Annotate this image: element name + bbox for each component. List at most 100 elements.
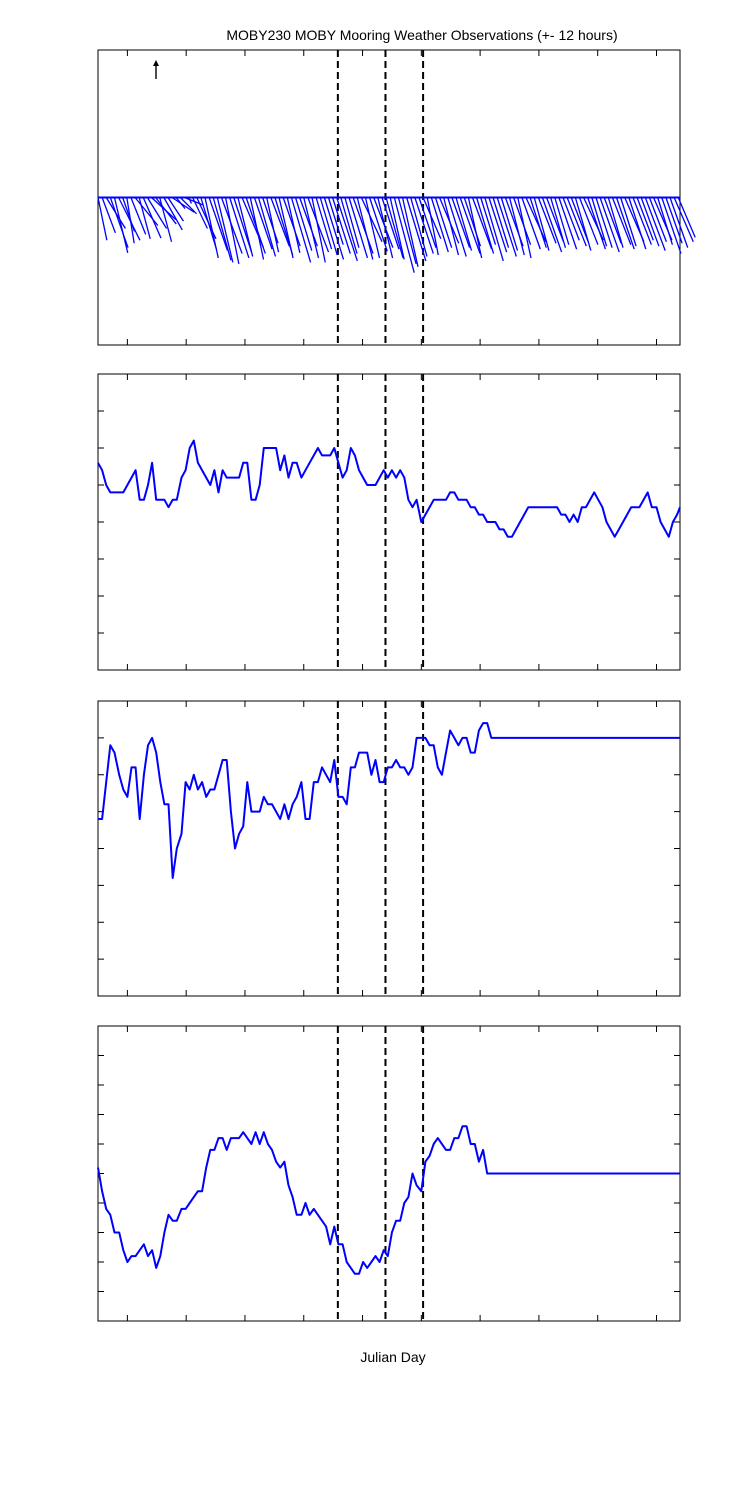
wind-vector (146, 197, 168, 229)
wind-vector (311, 197, 326, 263)
wind-vector (541, 197, 563, 253)
wind-vector (401, 197, 419, 267)
data-line (97, 1125, 680, 1275)
wind-vector (167, 197, 184, 222)
wind-vector (545, 197, 565, 242)
wind-vector (290, 197, 312, 263)
wind-vector (381, 197, 400, 250)
wind-vector (171, 196, 195, 213)
wind-vector (187, 197, 193, 204)
wind-vector (554, 197, 570, 245)
wind-vector (179, 197, 197, 215)
wind-vector (327, 197, 344, 245)
wind-vector (212, 197, 232, 261)
wind-vector (117, 197, 141, 241)
wind-vector (620, 197, 637, 247)
wind-vector (122, 197, 136, 232)
wind-vector (163, 197, 183, 231)
wind-vector (352, 197, 374, 254)
wind-vector (447, 197, 467, 257)
wind-vector (299, 197, 318, 247)
north-arrow-head-icon (153, 60, 159, 66)
wind-vector (175, 197, 186, 209)
data-line (98, 722, 680, 879)
wind-vector (533, 197, 550, 251)
wind-vector (159, 197, 173, 242)
wind-vector (229, 197, 250, 259)
wind-vector (418, 197, 437, 248)
wind-vector (521, 197, 541, 250)
panel-4 (97, 1025, 681, 1322)
wind-vector (286, 197, 301, 253)
wind-vector (101, 197, 116, 234)
wind-vector (562, 197, 580, 241)
wind-vector (488, 197, 508, 253)
wind-vector (607, 197, 624, 248)
wind-vector (368, 197, 388, 252)
wind-vector (517, 197, 532, 259)
wind-vector (484, 197, 504, 262)
wind-vector (578, 197, 599, 245)
wind-vector (331, 197, 351, 254)
figure-title: MOBY230 MOBY Mooring Weather Observation… (226, 27, 617, 43)
wind-vector (393, 197, 415, 273)
wind-vector (508, 197, 525, 256)
wind-vector (615, 197, 635, 250)
wind-vector (595, 197, 613, 248)
wind-vector (640, 197, 660, 247)
wind-vector (636, 197, 654, 241)
wind-vector (475, 197, 495, 254)
x-axis-label: Julian Day (360, 1349, 425, 1365)
wind-vector (558, 197, 578, 250)
wind-vector (389, 197, 405, 260)
wind-vector (406, 197, 427, 262)
wind-vector (669, 197, 689, 248)
wind-vector (397, 197, 417, 265)
wind-vector (360, 197, 383, 243)
wind-vector (496, 197, 517, 257)
wind-vector (323, 197, 345, 260)
wind-vector (97, 197, 108, 241)
wind-vector (282, 197, 301, 247)
wind-vector (677, 197, 696, 238)
wind-vector (422, 197, 442, 240)
wind-vector (340, 197, 358, 254)
panel-3 (97, 700, 681, 997)
wind-vector (208, 197, 229, 251)
wind-vector (467, 197, 483, 259)
wind-vector (673, 197, 694, 243)
wind-vector (204, 197, 219, 259)
wind-vector (356, 197, 374, 260)
wind-vector (471, 197, 493, 250)
wind-vector (410, 197, 428, 257)
wind-vector (233, 197, 253, 253)
wind-vector (603, 197, 622, 244)
wind-vector (192, 197, 208, 229)
wind-vector (632, 197, 653, 245)
wind-vector (303, 197, 320, 259)
wind-vector (142, 197, 162, 239)
wind-vector (434, 197, 453, 248)
wind-vector (257, 197, 277, 257)
wind-vector (537, 197, 557, 244)
wind-vector (266, 197, 280, 253)
wind-vector (430, 197, 449, 253)
wind-vector (414, 197, 434, 254)
wind-vector (319, 197, 338, 256)
wind-vector (377, 197, 394, 259)
wind-vector (459, 197, 481, 254)
wind-vector (348, 197, 369, 259)
plot-frame (97, 700, 681, 997)
wind-vector (611, 197, 632, 245)
wind-vector (661, 197, 682, 254)
wind-vector (224, 197, 240, 265)
wind-vector (480, 197, 497, 245)
wind-vector (566, 197, 587, 247)
wind-vector (155, 197, 177, 225)
wind-vector (500, 197, 519, 251)
wind-vector (138, 197, 151, 239)
data-line (97, 439, 681, 538)
wind-vector (455, 197, 473, 251)
wind-vector (278, 197, 294, 259)
